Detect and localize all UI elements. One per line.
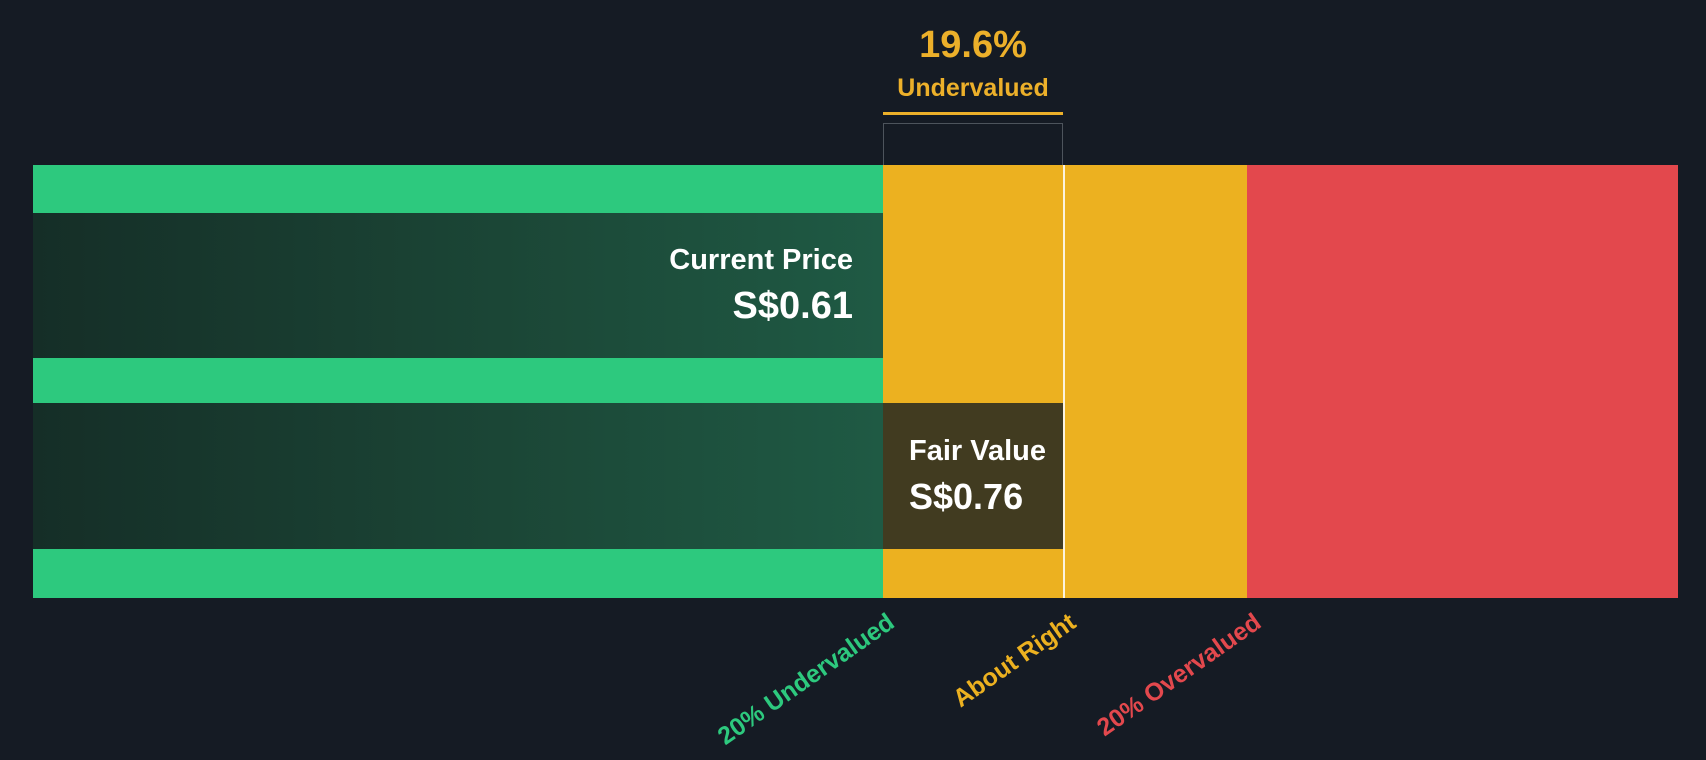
discount-underline bbox=[883, 112, 1063, 115]
fair-value-box: Fair Value S$0.76 bbox=[883, 403, 1063, 549]
axis-label-overvalued: 20% Overvalued bbox=[1091, 608, 1267, 742]
valuation-strip: Current Price S$0.61 Fair Value S$0.76 bbox=[33, 165, 1678, 598]
fair-value-value: S$0.76 bbox=[909, 475, 1024, 517]
axis-label-undervalued: 20% Undervalued bbox=[712, 608, 900, 751]
current-price-value: S$0.61 bbox=[732, 284, 853, 327]
current-price-label: Current Price bbox=[669, 243, 853, 276]
discount-bracket bbox=[883, 123, 1063, 165]
current-price-bar: Current Price S$0.61 bbox=[33, 213, 883, 358]
discount-percent: 19.6% bbox=[919, 24, 1027, 66]
fair-value-line bbox=[1063, 165, 1065, 598]
zone-overvalued bbox=[1247, 165, 1678, 598]
fair-value-bar bbox=[33, 403, 883, 549]
axis-label-about-right: About Right bbox=[947, 608, 1082, 713]
fair-value-label: Fair Value bbox=[909, 434, 1047, 467]
discount-status-label: Undervalued bbox=[897, 74, 1049, 102]
